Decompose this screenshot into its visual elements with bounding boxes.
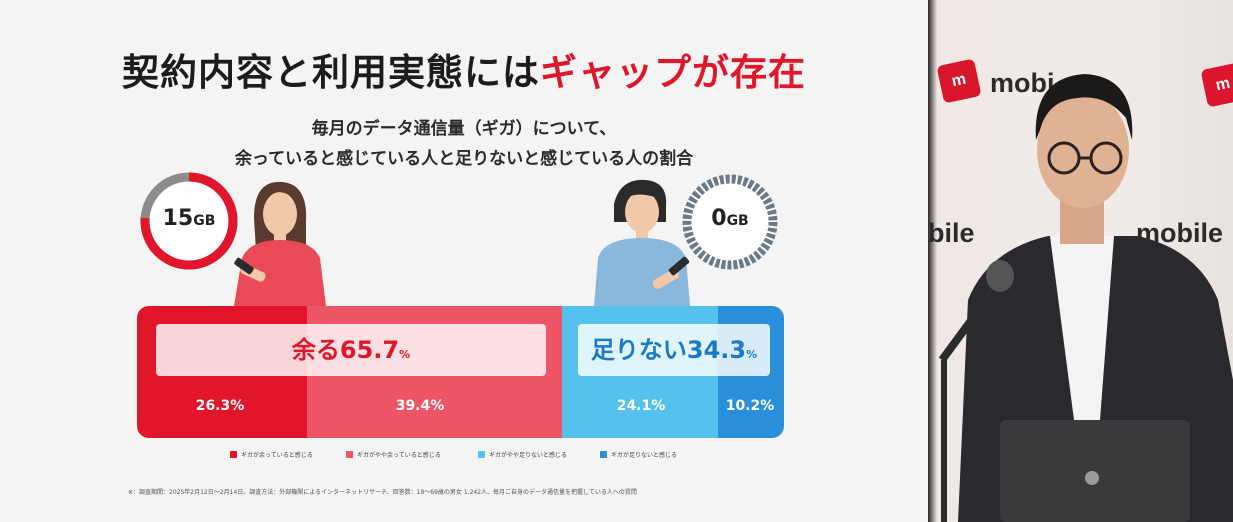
legend-swatch — [600, 451, 607, 458]
title-main: 契約内容と利用実態には — [122, 51, 540, 94]
surplus-unit: % — [399, 348, 411, 361]
chart-legend: ギガが余っていると感じる ギガがやや余っていると感じる ギガがやや足りないと感じ… — [230, 450, 750, 462]
brand-text-top: mobi — [990, 68, 1055, 98]
subtitle-line-1: 毎月のデータ通信量（ギガ）について、 — [311, 119, 617, 139]
legend-swatch — [478, 451, 485, 458]
shortage-label: 足りない — [590, 336, 687, 364]
subtitle-line-2: 余っていると感じている人と足りないと感じている人の割合 — [234, 149, 694, 169]
shortage-summary-pill: 足りない34.3% — [578, 324, 770, 376]
ring-right-value: 0 — [711, 206, 727, 231]
ring-right-unit: GB — [726, 213, 749, 229]
legend-swatch — [230, 451, 237, 458]
legend-label: ギガが足りないと感じる — [611, 452, 678, 459]
legend-label: ギガがやや足りないと感じる — [489, 452, 568, 459]
remaining-data-ring-right — [682, 174, 778, 270]
ring-left-unit: GB — [193, 213, 216, 229]
segment-pct-2: 39.4% — [395, 398, 445, 414]
footnote: ※：調査期間：2025年2月12日〜2月14日、調査方法：外部機関によるインター… — [128, 489, 637, 496]
presentation-slide: 契約内容と利用実態にはギャップが存在 毎月のデータ通信量（ギガ）について、 余っ… — [0, 0, 928, 522]
speaker-video-feed: m mobi m bile mobile — [928, 0, 1233, 522]
legend-label: ギガが余っていると感じる — [241, 452, 313, 459]
speaker-figure — [938, 74, 1233, 522]
slide-title: 契約内容と利用実態にはギャップが存在 — [0, 42, 928, 96]
legend-item: ギガがやや余っていると感じる — [346, 450, 441, 459]
title-highlight: ギャップが存在 — [540, 51, 806, 94]
brand-text-mid-left: bile — [928, 218, 975, 248]
legend-item: ギガが余っていると感じる — [230, 450, 313, 459]
segment-pct-1: 26.3% — [195, 398, 245, 414]
ring-right-label: 0GB — [690, 206, 770, 231]
surplus-label: 余る — [291, 336, 340, 364]
man-with-phone-illustration — [594, 179, 690, 306]
legend-label: ギガがやや余っていると感じる — [357, 452, 441, 459]
legend-item: ギガがやや足りないと感じる — [478, 450, 567, 459]
ring-left-value: 15 — [162, 206, 194, 231]
surplus-summary-pill: 余る65.7% — [156, 324, 546, 376]
legend-item: ギガが足りないと感じる — [600, 450, 677, 459]
segment-pct-4: 10.2% — [725, 398, 775, 414]
shortage-value: 34.3 — [686, 336, 747, 364]
ring-left-label: 15GB — [148, 206, 230, 231]
surplus-value: 65.7 — [339, 336, 400, 364]
woman-with-phone-illustration — [234, 181, 326, 306]
legend-swatch — [346, 451, 353, 458]
remaining-data-ring-left — [140, 172, 238, 270]
shortage-unit: % — [746, 348, 758, 361]
segment-pct-3: 24.1% — [616, 398, 666, 414]
